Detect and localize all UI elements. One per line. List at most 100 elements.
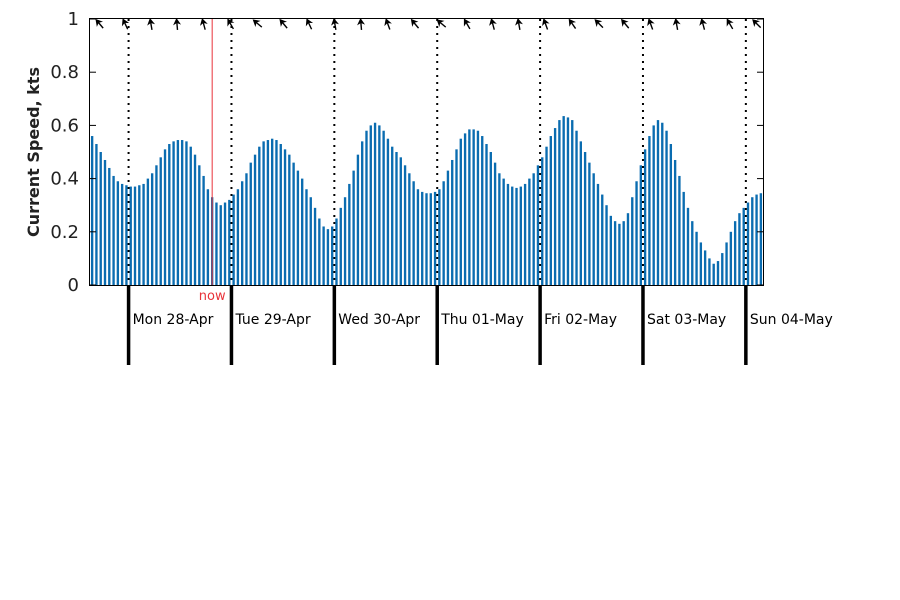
bar — [571, 120, 574, 285]
arrow-shaft — [754, 21, 762, 29]
bar — [373, 122, 377, 286]
bar — [129, 186, 132, 285]
bar — [596, 183, 600, 285]
bar — [678, 175, 681, 285]
direction-arrow — [515, 18, 523, 31]
bar — [429, 193, 432, 285]
bar — [601, 194, 604, 285]
bar — [472, 129, 475, 285]
arrow-head — [647, 18, 655, 27]
bar — [498, 173, 501, 285]
bar — [613, 221, 617, 285]
arrow-head — [147, 18, 156, 26]
bar — [99, 152, 102, 285]
bar — [695, 231, 698, 285]
bar — [258, 146, 261, 285]
arrow-shaft — [701, 21, 706, 30]
bar — [112, 175, 115, 285]
bar — [459, 138, 462, 285]
day-label: Sun 04-May — [750, 312, 833, 328]
arrow-shaft — [675, 21, 679, 31]
arrow-head — [594, 19, 603, 27]
bar — [103, 159, 107, 285]
bar — [331, 226, 334, 285]
arrow-shaft — [544, 21, 549, 30]
bar — [699, 242, 703, 285]
bar — [249, 162, 252, 285]
now-label: now — [199, 289, 226, 304]
direction-arrow — [568, 18, 577, 29]
arrow-shaft — [649, 21, 654, 30]
bar — [416, 189, 420, 285]
arrow-head — [410, 18, 419, 27]
arrow-shaft — [465, 21, 471, 30]
arrow-shaft — [596, 21, 604, 29]
bar — [682, 191, 685, 285]
bar — [703, 250, 707, 285]
x-axis-day-labels: Mon 28-Apr Tue 29-Apr Wed 30-Apr Thu 01-May… — [133, 312, 833, 328]
bar — [202, 175, 205, 285]
bar — [468, 129, 471, 285]
bar — [502, 178, 505, 285]
arrow-head — [515, 18, 523, 26]
bar — [708, 258, 711, 285]
arrow-shaft — [333, 21, 337, 31]
bar — [339, 207, 342, 285]
bar — [343, 197, 347, 285]
bar — [755, 194, 758, 285]
bar — [176, 140, 180, 285]
bar — [438, 189, 441, 285]
bar — [523, 183, 527, 285]
day-label: Sat 03-May — [647, 312, 726, 328]
direction-arrow — [542, 18, 550, 30]
arrow-head — [357, 18, 366, 26]
bar — [356, 154, 360, 285]
bar — [296, 170, 300, 285]
bar — [528, 178, 531, 285]
bar — [189, 146, 192, 285]
arrow-shaft — [228, 21, 235, 30]
y-tick-label: 0.8 — [50, 62, 79, 83]
bar — [322, 226, 325, 285]
bar — [635, 181, 638, 285]
bar — [442, 181, 445, 285]
bar — [665, 130, 668, 285]
bar — [515, 187, 518, 285]
bar — [138, 185, 141, 285]
bar — [485, 144, 488, 285]
arrow-head — [121, 18, 130, 27]
bar — [451, 159, 454, 285]
bar — [206, 189, 210, 285]
bar — [425, 193, 428, 285]
direction-arrow — [621, 18, 630, 29]
bar — [455, 149, 458, 285]
bar — [733, 221, 737, 285]
direction-arrow — [647, 18, 655, 30]
plot-frame — [89, 18, 764, 286]
arrow-head — [752, 19, 760, 27]
bar — [545, 146, 548, 285]
bar — [618, 223, 621, 285]
arrow-shaft — [97, 21, 104, 29]
bar — [669, 144, 673, 285]
bar — [391, 146, 394, 285]
bar — [172, 141, 175, 285]
bar — [481, 136, 484, 285]
bar — [686, 207, 690, 285]
arrow-shaft — [439, 21, 447, 28]
bar — [279, 144, 282, 285]
bar — [493, 162, 497, 285]
bar — [155, 165, 158, 285]
bar — [168, 144, 171, 285]
arrow-head — [227, 18, 235, 27]
direction-arrows — [95, 18, 762, 31]
direction-arrow — [463, 18, 471, 30]
arrow-head — [305, 18, 314, 27]
bar — [511, 186, 514, 285]
direction-arrow — [279, 18, 288, 29]
bar — [579, 141, 582, 285]
bar — [721, 253, 724, 285]
arrow-shaft — [123, 21, 129, 30]
